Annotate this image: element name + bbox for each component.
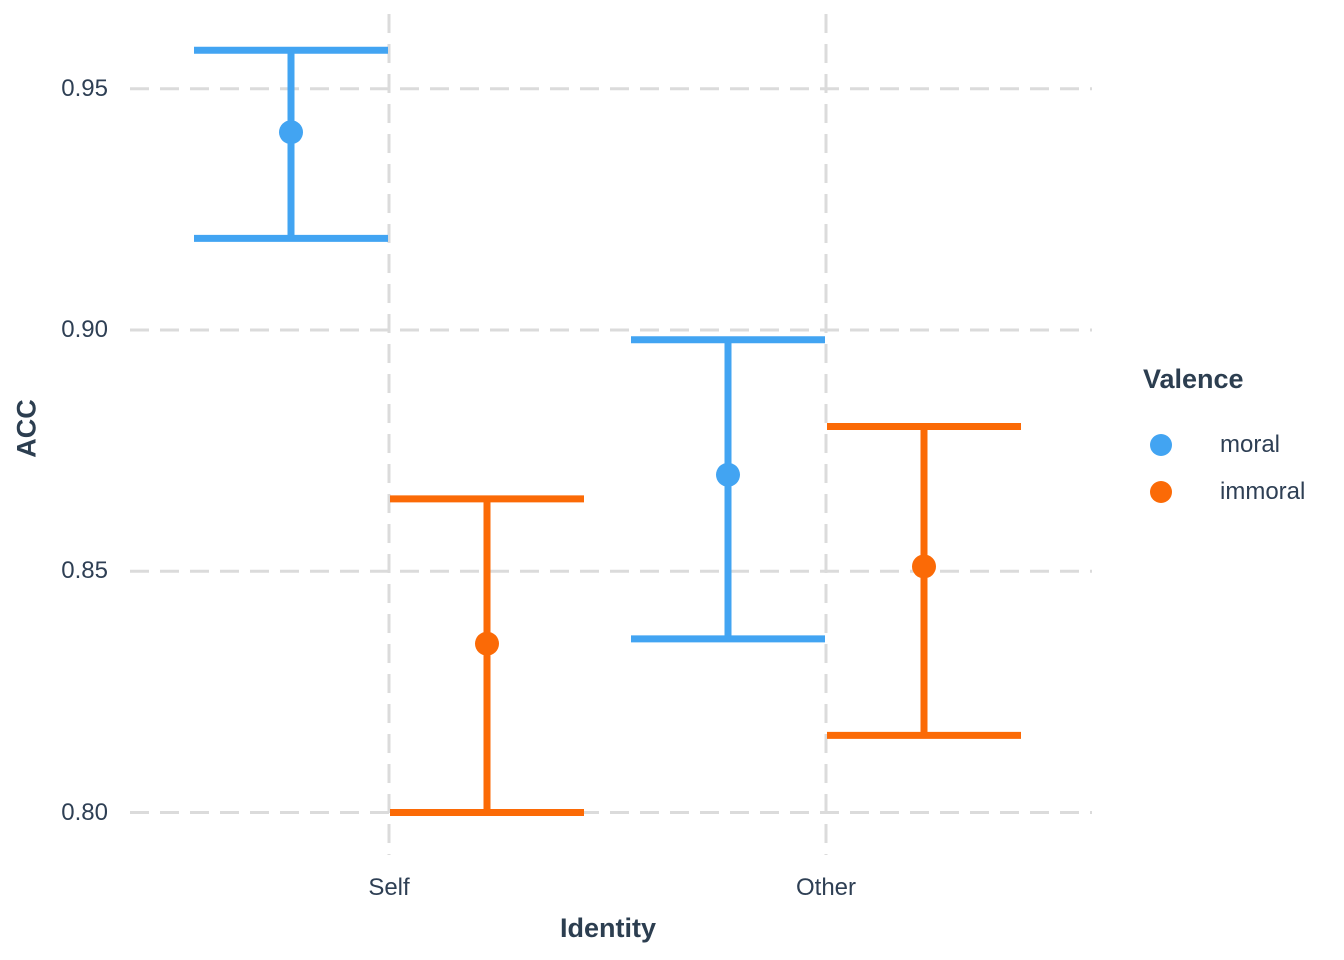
y-tick-label: 0.90 xyxy=(61,316,108,344)
mean-point xyxy=(716,462,740,487)
mean-point xyxy=(475,631,499,656)
pointrange-immoral-other xyxy=(827,423,1021,739)
legend-label: moral xyxy=(1220,430,1281,458)
x-tick-label: Other xyxy=(795,874,857,901)
mean-point xyxy=(279,120,303,145)
pointrange-immoral-self xyxy=(390,495,584,817)
legend-item-immoral: immoral xyxy=(1143,468,1333,515)
pointrange-moral-other xyxy=(631,336,825,643)
pointrange-moral-self xyxy=(194,46,388,242)
gridlines xyxy=(130,14,1092,855)
x-axis-title: Identity xyxy=(559,913,656,943)
y-tick-label: 0.85 xyxy=(61,557,108,585)
legend-items: moral immoral xyxy=(1143,421,1333,515)
legend: Valence moral immoral xyxy=(1143,364,1333,515)
y-tick-label: 0.80 xyxy=(61,798,108,826)
legend-swatch-icon xyxy=(1150,433,1172,456)
mean-point xyxy=(912,554,936,579)
legend-swatch-icon xyxy=(1150,480,1172,503)
y-tick-label: 0.95 xyxy=(61,74,108,102)
y-axis-title: ACC xyxy=(11,399,42,458)
legend-label: immoral xyxy=(1220,477,1306,505)
x-tick-label: Self xyxy=(368,874,410,901)
pointrange-marks xyxy=(194,46,1021,817)
legend-title: Valence xyxy=(1143,364,1244,394)
legend-item-moral: moral xyxy=(1143,421,1333,468)
